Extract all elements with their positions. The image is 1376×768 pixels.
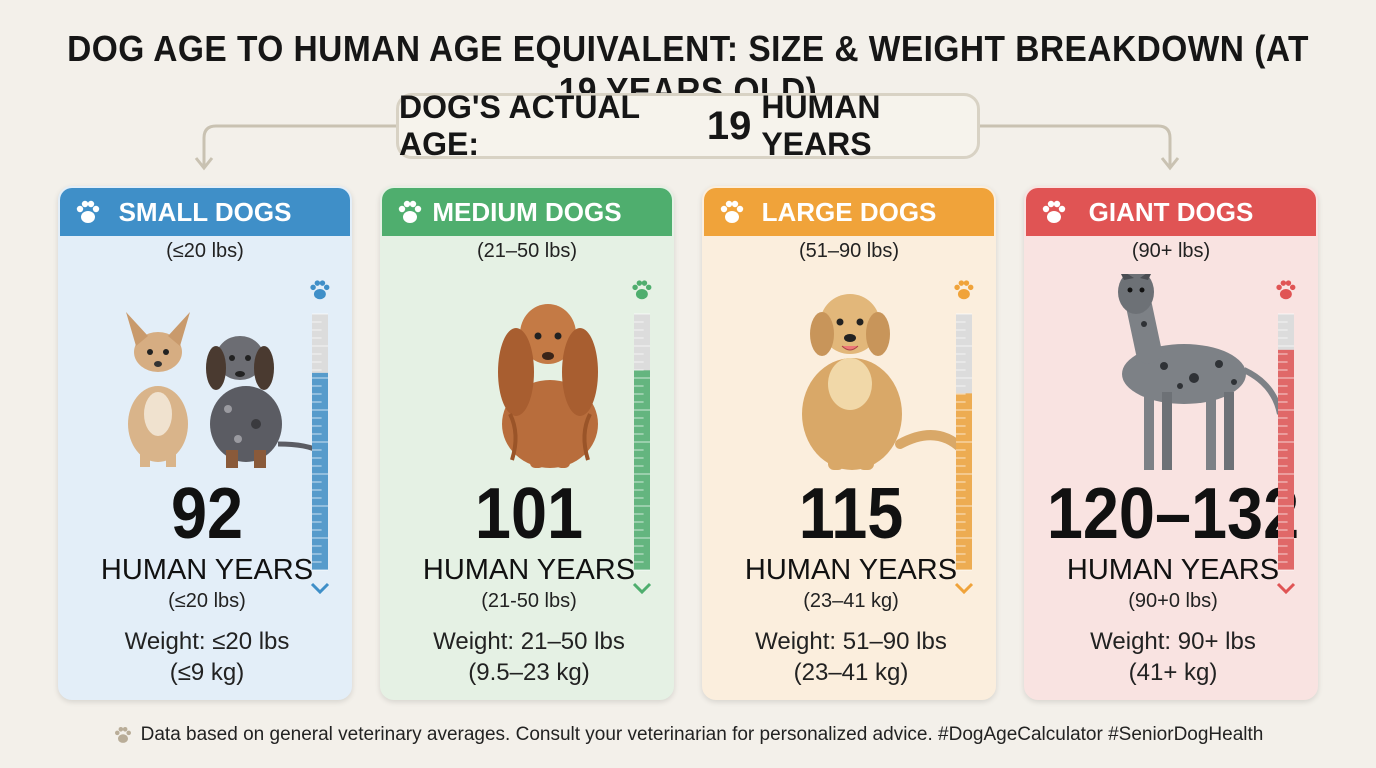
card-large-dogs: LARGE DOGS (51–90 lbs) 115 HUMAN YEARS (… bbox=[702, 186, 996, 700]
card-header: LARGE DOGS bbox=[704, 188, 994, 236]
gauge-fill bbox=[312, 372, 328, 570]
paw-icon bbox=[76, 200, 100, 223]
age-gauge bbox=[310, 280, 330, 594]
card-range-note: (23–41 kg) bbox=[803, 590, 899, 612]
weight-kg: (41+ kg) bbox=[1128, 659, 1218, 687]
weight-lbs: Weight: 21–50 lbs bbox=[433, 628, 625, 655]
page-title: DOG AGE TO HUMAN AGE EQUIVALENT: SIZE & … bbox=[67, 28, 1309, 111]
gauge-paw-icon bbox=[954, 280, 974, 300]
paw-icon bbox=[720, 200, 744, 223]
human-years-label: HUMAN YEARS bbox=[100, 554, 314, 586]
weight-kg: (≤9 kg) bbox=[169, 659, 245, 687]
card-medium-dogs: MEDIUM DOGS (21–50 lbs) 101 HUMAN YEARS … bbox=[380, 186, 674, 700]
weight-lbs: Weight: ≤20 lbs bbox=[124, 628, 290, 655]
card-title: GIANT DOGS bbox=[1088, 196, 1254, 227]
human-age-value: 115 bbox=[798, 474, 904, 554]
human-years-label: HUMAN YEARS bbox=[1066, 554, 1280, 586]
dog-illustration-chihuahua-dachshund bbox=[126, 312, 322, 468]
chevron-down-icon bbox=[310, 582, 330, 594]
card-weight-range: (≤20 lbs) bbox=[166, 240, 244, 262]
card-weight-info: Weight: 90+ lbs (41+ kg) bbox=[1026, 626, 1316, 688]
card-title: MEDIUM DOGS bbox=[432, 196, 622, 227]
card-title: SMALL DOGS bbox=[118, 196, 292, 227]
card-range-note: (21-50 lbs) bbox=[481, 590, 577, 612]
footer-text: Data based on general veterinary average… bbox=[140, 724, 1264, 745]
weight-kg: (9.5–23 kg) bbox=[468, 659, 590, 687]
weight-kg: (23–41 kg) bbox=[793, 659, 909, 687]
actual-age-banner: DOG'S ACTUAL AGE: 19 HUMAN YEARS bbox=[396, 89, 980, 162]
paw-icon bbox=[1042, 200, 1066, 223]
card-weight-range: (90+ lbs) bbox=[1131, 240, 1211, 262]
human-years-label: HUMAN YEARS bbox=[422, 554, 636, 586]
card-giant-dogs: GIANT DOGS (90+ lbs) 120–132 HUMAN YEARS… bbox=[1024, 186, 1318, 700]
gauge-paw-icon bbox=[310, 280, 330, 300]
gauge-paw-icon bbox=[632, 280, 652, 300]
age-gauge bbox=[1276, 280, 1296, 594]
weight-lbs: Weight: 90+ lbs bbox=[1090, 628, 1256, 655]
human-age-value: 92 bbox=[170, 474, 244, 554]
chevron-down-icon bbox=[954, 582, 974, 594]
card-weight-info: Weight: 51–90 lbs (23–41 kg) bbox=[704, 626, 994, 688]
card-header: SMALL DOGS bbox=[60, 188, 350, 236]
age-gauge bbox=[954, 280, 974, 594]
card-weight-range: (21–50 lbs) bbox=[476, 240, 578, 262]
card-header: MEDIUM DOGS bbox=[382, 188, 672, 236]
actual-age-prefix: DOG'S ACTUAL AGE: bbox=[399, 89, 640, 162]
gauge-paw-icon bbox=[1276, 280, 1296, 300]
paw-icon bbox=[398, 200, 422, 223]
dog-illustration-golden-retriever bbox=[802, 294, 967, 470]
card-title: LARGE DOGS bbox=[761, 196, 937, 227]
card-weight-info: Weight: ≤20 lbs (≤9 kg) bbox=[60, 626, 350, 688]
card-range-note: (90+0 lbs) bbox=[1128, 590, 1218, 612]
gauge-fill bbox=[1278, 349, 1294, 570]
human-age-value: 101 bbox=[474, 474, 584, 554]
human-age-value: 120–132 bbox=[1046, 474, 1300, 554]
chevron-down-icon bbox=[1276, 582, 1296, 594]
weight-lbs: Weight: 51–90 lbs bbox=[755, 628, 947, 655]
card-header: GIANT DOGS bbox=[1026, 188, 1316, 236]
footer-note: Data based on general veterinary average… bbox=[0, 724, 1376, 746]
chevron-down-icon bbox=[632, 582, 652, 594]
age-gauge bbox=[632, 280, 652, 594]
paw-icon bbox=[114, 726, 131, 743]
card-range-note: (≤20 lbs) bbox=[168, 590, 246, 612]
actual-age-suffix: HUMAN YEARS bbox=[761, 89, 881, 162]
dog-illustration-great-dane bbox=[1118, 274, 1283, 470]
human-years-label: HUMAN YEARS bbox=[744, 554, 958, 586]
card-weight-range: (51–90 lbs) bbox=[798, 240, 900, 262]
actual-age-value: 19 bbox=[706, 103, 752, 148]
card-weight-info: Weight: 21–50 lbs (9.5–23 kg) bbox=[382, 626, 672, 688]
dog-illustration-cocker-spaniel bbox=[498, 304, 598, 468]
gauge-fill bbox=[634, 370, 650, 570]
card-small-dogs: SMALL DOGS (≤20 lbs) 92 HUMAN YEARS (≤20… bbox=[58, 186, 352, 700]
